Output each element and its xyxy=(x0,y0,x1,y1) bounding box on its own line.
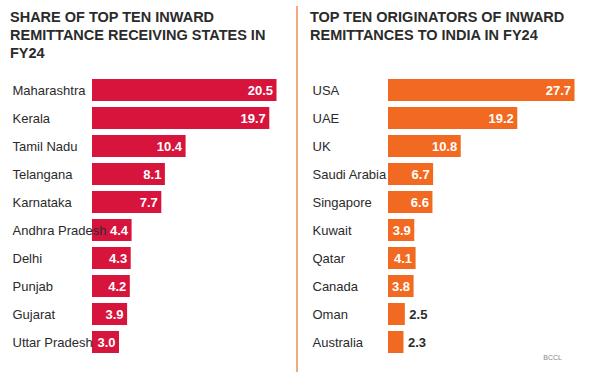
svg-text:10.4: 10.4 xyxy=(157,139,183,154)
svg-text:Karnataka: Karnataka xyxy=(13,195,73,210)
svg-text:Delhi: Delhi xyxy=(13,251,43,266)
svg-text:Telangana: Telangana xyxy=(13,167,74,182)
svg-text:Canada: Canada xyxy=(313,279,359,294)
svg-text:2.5: 2.5 xyxy=(409,307,427,322)
svg-text:4.1: 4.1 xyxy=(394,251,412,266)
svg-text:20.5: 20.5 xyxy=(248,83,273,98)
svg-text:2.3: 2.3 xyxy=(408,335,426,350)
svg-text:4.2: 4.2 xyxy=(108,279,126,294)
svg-text:Tamil Nadu: Tamil Nadu xyxy=(13,139,78,154)
svg-text:3.9: 3.9 xyxy=(393,223,411,238)
svg-text:8.1: 8.1 xyxy=(143,167,161,182)
svg-text:UK: UK xyxy=(313,139,331,154)
svg-text:Australia: Australia xyxy=(313,335,364,350)
html-text:SHARE OF TOP TEN INWARD REMITT: SHARE OF TOP TEN INWARD REMITTANCE RECEI… xyxy=(10,9,266,61)
html-text:TOP TEN ORIGINATORS OF INWARD: TOP TEN ORIGINATORS OF INWARD REMITTANCE… xyxy=(310,9,565,43)
svg-text:Saudi Arabia: Saudi Arabia xyxy=(313,167,387,182)
svg-text:6.6: 6.6 xyxy=(411,195,429,210)
svg-text:3.8: 3.8 xyxy=(392,279,410,294)
svg-text:19.7: 19.7 xyxy=(240,111,265,126)
svg-text:UAE: UAE xyxy=(313,111,340,126)
html-text:BCCL: BCCL xyxy=(543,354,562,361)
svg-text:4.4: 4.4 xyxy=(110,223,129,238)
svg-text:3.9: 3.9 xyxy=(106,307,124,322)
svg-text:10.8: 10.8 xyxy=(432,139,457,154)
svg-text:6.7: 6.7 xyxy=(412,167,430,182)
svg-text:19.2: 19.2 xyxy=(488,111,513,126)
svg-text:27.7: 27.7 xyxy=(546,83,571,98)
svg-text:Kerala: Kerala xyxy=(13,111,51,126)
svg-text:Qatar: Qatar xyxy=(313,251,346,266)
svg-text:7.7: 7.7 xyxy=(140,195,158,210)
svg-text:Singapore: Singapore xyxy=(313,195,372,210)
svg-text:Oman: Oman xyxy=(313,307,348,322)
svg-text:Andhra Pradesh: Andhra Pradesh xyxy=(13,223,107,238)
svg-text:Maharashtra: Maharashtra xyxy=(13,83,87,98)
svg-text:Kuwait: Kuwait xyxy=(313,223,352,238)
svg-text:USA: USA xyxy=(313,83,340,98)
svg-text:3.0: 3.0 xyxy=(97,335,115,350)
svg-text:Punjab: Punjab xyxy=(13,279,53,294)
svg-text:Uttar Pradesh: Uttar Pradesh xyxy=(13,335,93,350)
svg-text:4.3: 4.3 xyxy=(109,251,127,266)
svg-text:Gujarat: Gujarat xyxy=(13,307,56,322)
